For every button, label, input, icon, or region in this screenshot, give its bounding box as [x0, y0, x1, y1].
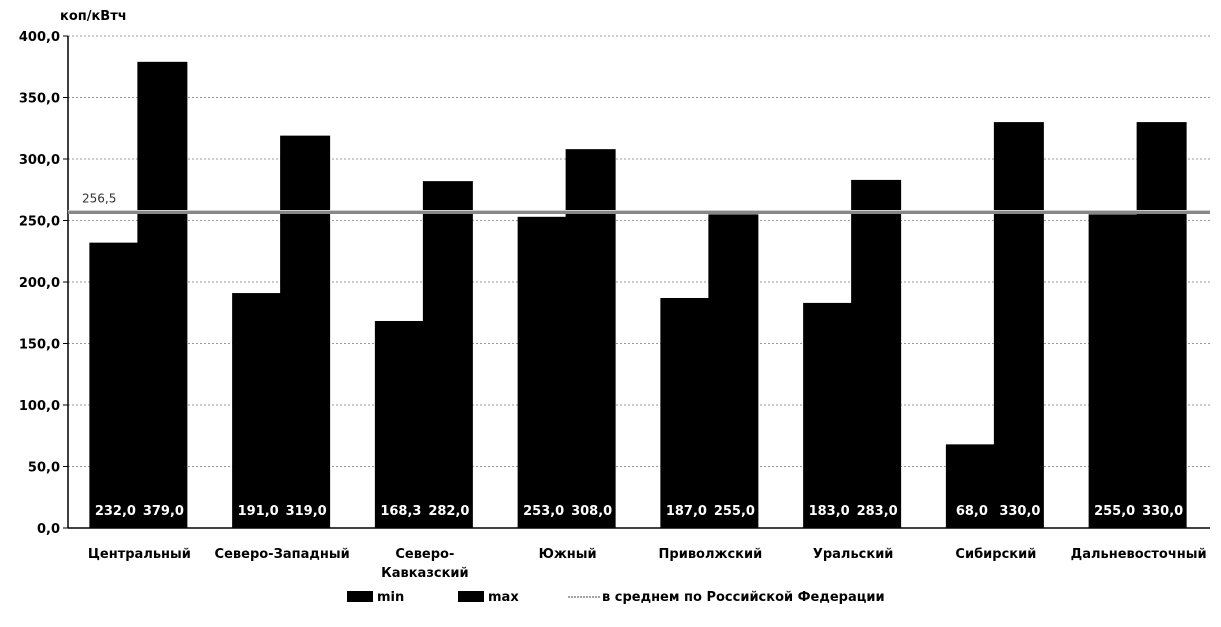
category-label: Кавказский — [381, 566, 469, 581]
bar-min — [374, 320, 424, 528]
y-tick-label: 400,0 — [19, 30, 60, 45]
data-label-min: 253,0 — [523, 504, 564, 519]
bar-min — [232, 293, 282, 528]
data-label-min: 255,0 — [1094, 504, 1135, 519]
data-label-min: 183,0 — [809, 504, 850, 519]
category-label: Северо-Западный — [215, 547, 350, 562]
data-label-max: 330,0 — [1142, 504, 1183, 519]
bar-max — [137, 61, 188, 529]
y-tick-label: 300,0 — [19, 153, 60, 168]
bar-max — [565, 149, 616, 528]
data-label-max: 283,0 — [857, 504, 898, 519]
legend-label: max — [488, 590, 519, 605]
y-tick-label: 0,0 — [37, 522, 60, 537]
data-label-min: 168,3 — [380, 504, 421, 519]
average-line-label: 256,5 — [82, 192, 116, 206]
data-label-max: 308,0 — [571, 504, 612, 519]
legend-swatch — [347, 591, 373, 602]
bar-min — [1088, 214, 1138, 528]
bar-min — [803, 302, 853, 528]
bar-min — [517, 216, 567, 528]
bar-max — [708, 214, 759, 528]
category-label: Уральский — [813, 547, 894, 562]
legend-item-max: max — [458, 590, 519, 605]
y-tick-label: 100,0 — [19, 399, 60, 414]
labels: 232,0 379,0 Центральный 191,0 319,0 Северо-За… — [88, 504, 1207, 581]
data-label-min: 68,0 — [956, 504, 988, 519]
data-label-max: 319,0 — [286, 504, 327, 519]
legend-item-average: в среднем по Российской Федерации — [568, 590, 885, 605]
bars — [89, 61, 1187, 529]
bar-max — [1136, 122, 1187, 528]
y-tick-label: 50,0 — [28, 461, 60, 476]
bar-max — [422, 181, 473, 528]
y-tick-label: 350,0 — [19, 92, 60, 107]
bar-min — [945, 444, 995, 528]
bar-min — [660, 297, 710, 528]
legend-item-min: min — [347, 590, 404, 605]
y-tick-label: 150,0 — [19, 338, 60, 353]
bar-max — [993, 122, 1044, 528]
y-tick-label: 200,0 — [19, 276, 60, 291]
bar-max — [851, 179, 902, 528]
category-label: Дальневосточный — [1071, 547, 1207, 562]
category-label: Южный — [539, 547, 597, 562]
y-axis-label: коп/кВтч — [60, 9, 127, 24]
data-label-max: 379,0 — [143, 504, 184, 519]
legend-label: min — [377, 590, 404, 605]
legend-label: в среднем по Российской Федерации — [602, 590, 885, 605]
data-label-min: 191,0 — [238, 504, 279, 519]
y-tick-label: 250,0 — [19, 215, 60, 230]
bar-max — [280, 135, 331, 528]
legend-swatch — [458, 591, 484, 602]
data-label-max: 255,0 — [714, 504, 755, 519]
category-label: Центральный — [88, 547, 191, 562]
category-label: Приволжский — [659, 547, 763, 562]
bar-min — [89, 242, 139, 528]
data-label-min: 232,0 — [95, 504, 136, 519]
category-label: Сибирский — [955, 547, 1036, 562]
category-label: Северо- — [395, 547, 454, 562]
average-line-group: 256,5 — [68, 192, 1210, 215]
data-label-min: 187,0 — [666, 504, 707, 519]
data-label-max: 282,0 — [428, 504, 469, 519]
data-label-max: 330,0 — [999, 504, 1040, 519]
legend: min max в среднем по Российской Федерации — [347, 590, 885, 605]
